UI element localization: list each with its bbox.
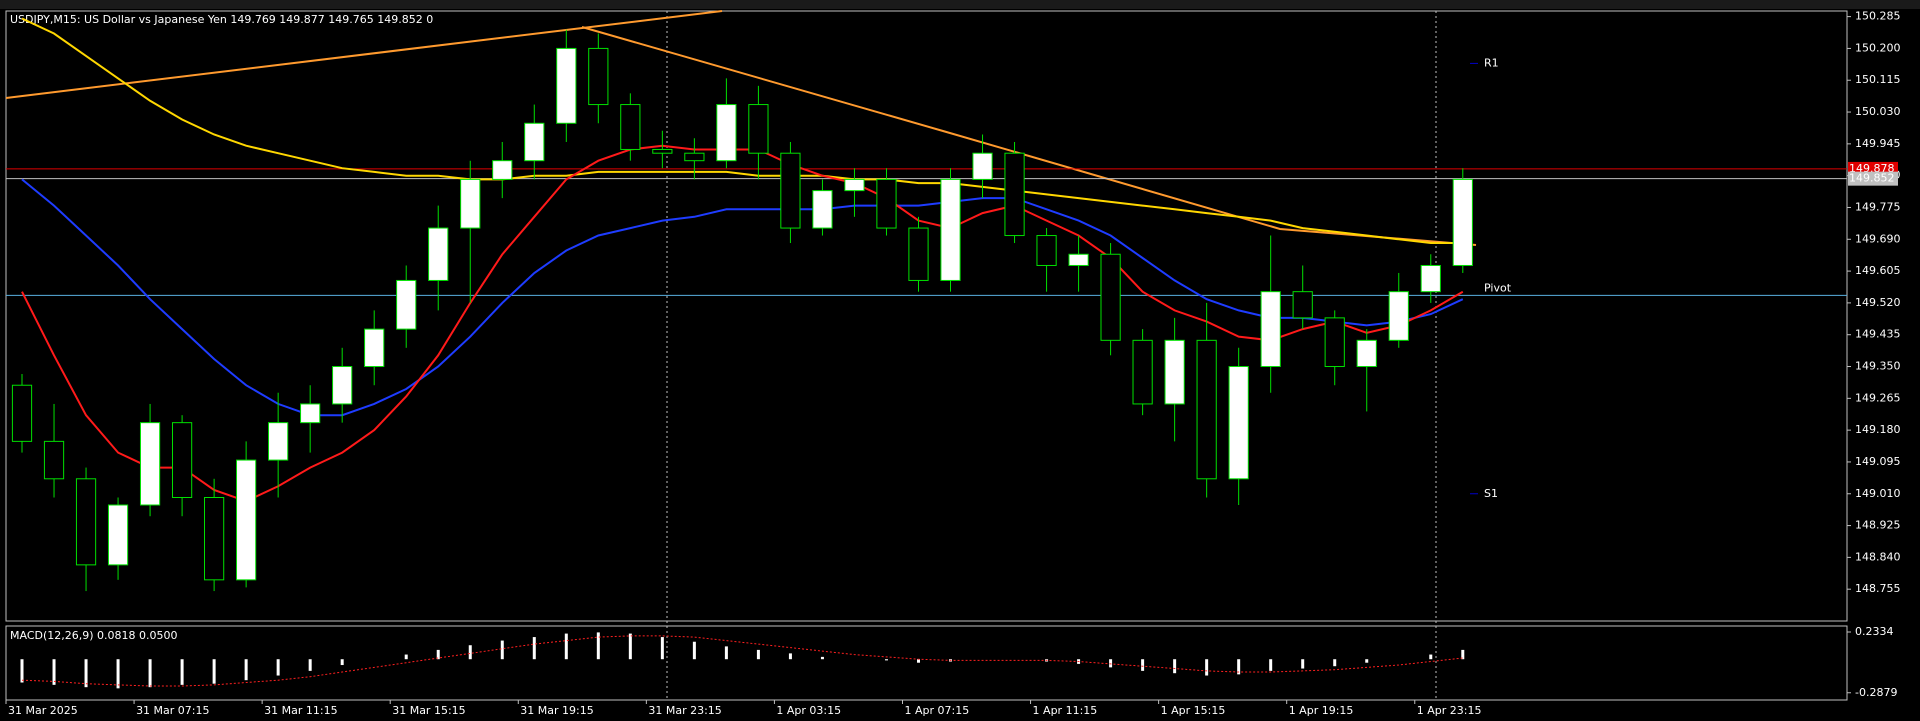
macd-signal <box>21 635 1463 687</box>
x-tick-label: 31 Mar 19:15 <box>520 704 593 717</box>
candle-body <box>620 104 641 150</box>
bid-box <box>1848 171 1898 186</box>
y-tick-label: 150.200 <box>1855 41 1901 54</box>
candle-body <box>1132 339 1153 405</box>
candle-body <box>556 47 577 124</box>
y-tick-label: 149.095 <box>1855 455 1901 468</box>
x-tick-label: 31 Mar 07:15 <box>136 704 209 717</box>
candle-body <box>1004 152 1025 237</box>
candle-body <box>1260 291 1281 368</box>
candle-body <box>1388 291 1409 341</box>
y-tick-label: 149.775 <box>1855 200 1901 213</box>
x-tick-label: 1 Apr 03:15 <box>776 704 841 717</box>
candle-body <box>972 152 993 180</box>
level-label: R1 <box>1484 56 1499 69</box>
y-tick-label: 150.030 <box>1855 105 1901 118</box>
candle-body <box>236 459 257 581</box>
candle-body <box>1324 317 1345 368</box>
candle-body <box>652 148 673 154</box>
candle-body <box>1452 178 1473 266</box>
candle-body <box>812 190 833 229</box>
y-tick-label: 148.840 <box>1855 550 1901 563</box>
x-tick-label: 31 Mar 2025 <box>8 704 78 717</box>
y-tick-label: 148.755 <box>1855 582 1901 595</box>
candle-body <box>107 504 129 566</box>
moving-average <box>21 17 1463 244</box>
x-tick-label: 1 Apr 15:15 <box>1161 704 1226 717</box>
x-tick-label: 31 Mar 23:15 <box>648 704 721 717</box>
y-tick-label: 149.180 <box>1855 423 1901 436</box>
chart-title: USDJPY,M15: US Dollar vs Japanese Yen 14… <box>10 13 433 26</box>
y-tick-label: 149.350 <box>1855 360 1901 373</box>
y-tick-label: 149.945 <box>1855 137 1901 150</box>
candle-body <box>1036 235 1057 266</box>
y-tick-label: 149.435 <box>1855 328 1901 341</box>
candle-body <box>171 422 193 499</box>
candle-body <box>908 227 929 281</box>
y-tick-label: 148.925 <box>1855 519 1901 532</box>
level-label: S1 <box>1484 487 1498 500</box>
main-frame <box>5 10 1848 622</box>
y-tick-label: 149.690 <box>1855 232 1901 245</box>
candle-body <box>684 152 705 162</box>
candle-body <box>11 384 33 442</box>
candle-body <box>1196 339 1217 480</box>
y-tick-label: 149.265 <box>1855 391 1901 404</box>
moving-average <box>21 178 1464 417</box>
candle-body <box>1292 291 1313 319</box>
bid-label: 149.852 <box>1849 172 1895 185</box>
x-tick-label: 31 Mar 15:15 <box>392 704 465 717</box>
y-tick-label: 150.285 <box>1855 10 1901 23</box>
x-tick-label: 1 Apr 11:15 <box>1033 704 1098 717</box>
candle-body <box>204 497 225 581</box>
candle-body <box>716 104 737 162</box>
x-tick-label: 1 Apr 07:15 <box>904 704 969 717</box>
y-tick-label: 150.115 <box>1855 73 1901 86</box>
candle-body <box>268 422 289 461</box>
level-label: Pivot <box>1484 281 1512 294</box>
candle-body <box>844 178 865 192</box>
x-tick-label: 1 Apr 19:15 <box>1289 704 1354 717</box>
x-tick-label: 1 Apr 23:15 <box>1417 704 1482 717</box>
candle-body <box>748 104 769 154</box>
macd-tick-label: 0.2334 <box>1855 625 1894 638</box>
candle-body <box>43 440 65 480</box>
candle-body <box>1100 253 1121 341</box>
candle-body <box>876 178 897 229</box>
candle-body <box>460 178 481 229</box>
candle-body <box>75 478 97 566</box>
candle-body <box>492 160 513 180</box>
candle-body <box>1420 264 1441 293</box>
candle-body <box>940 178 961 281</box>
candle-body <box>524 122 545 162</box>
y-tick-label: 149.010 <box>1855 487 1901 500</box>
candle-body <box>1164 339 1185 405</box>
y-tick-label: 149.520 <box>1855 296 1901 309</box>
candle-body <box>1356 339 1377 368</box>
macd-frame <box>5 625 1848 701</box>
moving-average <box>21 144 1464 503</box>
x-tick-label: 31 Mar 11:15 <box>264 704 337 717</box>
candle-body <box>396 279 417 330</box>
candle-body <box>332 366 353 405</box>
top-strip <box>0 0 1920 9</box>
y-tick-label: 149.605 <box>1855 264 1901 277</box>
macd-tick-label: -0.2879 <box>1855 686 1897 699</box>
candle-body <box>139 422 161 506</box>
candle-body <box>588 47 609 106</box>
candle-body <box>1228 366 1249 480</box>
candle-body <box>364 328 385 368</box>
candle-body <box>428 227 449 281</box>
candle-body <box>1068 253 1089 266</box>
macd-title: MACD(12,26,9) 0.0818 0.0500 <box>10 629 178 642</box>
candle-body <box>300 403 321 424</box>
candle-body <box>780 152 801 229</box>
